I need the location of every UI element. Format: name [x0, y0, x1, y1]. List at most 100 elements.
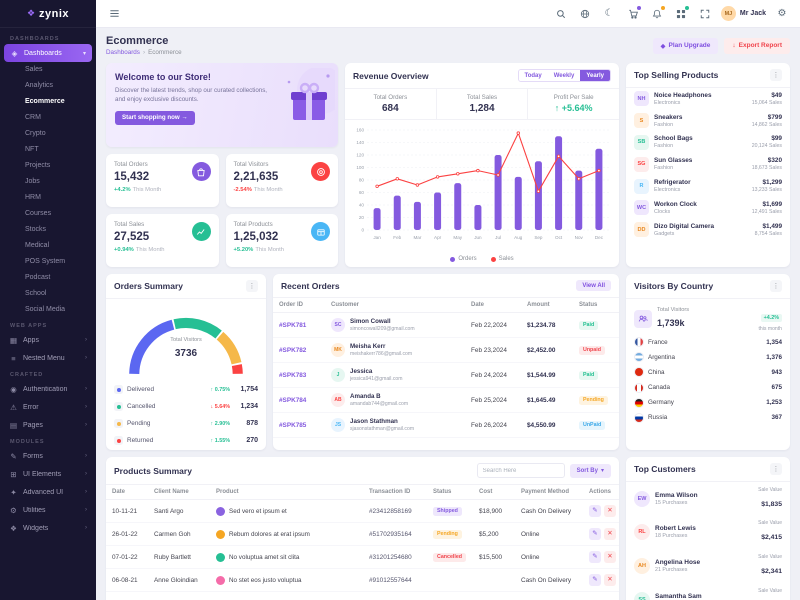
more-options-icon[interactable]: ⋮	[770, 280, 782, 292]
sidebar-subitem[interactable]: CRM	[0, 110, 96, 126]
sidebar-item[interactable]: ◉ Authentication ›	[0, 380, 96, 398]
start-shopping-button[interactable]: Start shopping now →	[115, 110, 195, 125]
sidebar-subitem[interactable]: HRM	[0, 190, 96, 206]
sidebar-subitem[interactable]: Sales	[0, 62, 96, 78]
range-tab[interactable]: Yearly	[580, 70, 610, 81]
more-options-icon[interactable]: ⋮	[246, 280, 258, 292]
customer-list-item[interactable]: AH Angelina Hose 21 Purchases Sale Value…	[626, 549, 790, 583]
table-row[interactable]: 26-01-22 Carmen Goh Rebum dolores at era…	[106, 522, 619, 546]
order-id-link[interactable]: #SPK784	[279, 396, 307, 404]
customer-list-item[interactable]: EW Emma Wilson 15 Purchases Sale Value $…	[626, 482, 790, 516]
product-list-item[interactable]: SB School Bags Fashion $99 20,124 Sales	[626, 132, 790, 154]
status-badge: Pending	[433, 529, 462, 539]
breadcrumb-root[interactable]: Dashboards	[106, 49, 140, 56]
sidebar-subitem[interactable]: Ecommerce	[0, 94, 96, 110]
language-icon[interactable]	[577, 6, 593, 22]
order-date: Feb 23,2024	[465, 337, 521, 363]
product-sales: 15,064 Sales	[751, 99, 782, 106]
edit-icon[interactable]: ✎	[589, 505, 601, 517]
sidebar-item[interactable]: ⊞ UI Elements ›	[0, 465, 96, 483]
sidebar-subitem[interactable]: POS System	[0, 254, 96, 270]
product-list-item[interactable]: SG Sun Glasses Fashion $320 18,673 Sales	[626, 153, 790, 175]
sidebar-subitem[interactable]: Projects	[0, 158, 96, 174]
sidebar-item-dashboards[interactable]: ◈ Dashboards ▾	[4, 44, 92, 62]
cart-icon[interactable]	[625, 5, 641, 22]
customer-email: simoncowall209@gmail.com	[350, 326, 415, 332]
sidebar-subitem[interactable]: NFT	[0, 142, 96, 158]
sidebar-subitem[interactable]: Analytics	[0, 78, 96, 94]
sidebar-subitem[interactable]: Crypto	[0, 126, 96, 142]
delete-icon[interactable]: ✕	[604, 551, 616, 563]
delete-icon[interactable]: ✕	[604, 528, 616, 540]
sidebar-subitem[interactable]: School	[0, 286, 96, 302]
edit-icon[interactable]: ✎	[589, 551, 601, 563]
notifications-icon[interactable]	[649, 5, 665, 22]
order-id-link[interactable]: #SPK781	[279, 321, 307, 329]
menu-toggle-icon[interactable]	[106, 6, 122, 22]
customer-list-item[interactable]: RL Robert Lewis 18 Purchases Sale Value …	[626, 516, 790, 550]
order-id-link[interactable]: #SPK783	[279, 371, 307, 379]
fullscreen-icon[interactable]	[697, 6, 713, 22]
edit-icon[interactable]: ✎	[589, 574, 601, 586]
sidebar-item[interactable]: ✎ Forms ›	[0, 447, 96, 465]
customer-list-item[interactable]: SS Samantha Sam 24 Purchases Sale Value …	[626, 583, 790, 600]
table-row[interactable]: #SPK781 SC Simon Cowall simoncowall209@g…	[273, 312, 619, 338]
sidebar-item[interactable]: ≡ Nested Menu ›	[0, 349, 96, 367]
sidebar-item[interactable]: ▤ Pages ›	[0, 416, 96, 434]
table-row[interactable]: #SPK784 AB Amanda B amandab744@gmail.com	[273, 387, 619, 413]
view-all-button[interactable]: View All	[576, 280, 611, 291]
svg-text:80: 80	[359, 178, 365, 183]
product-list-item[interactable]: DD Dizo Digital Camera Gadgets $1,499 8,…	[626, 219, 790, 241]
sidebar-subitem[interactable]: Courses	[0, 206, 96, 222]
order-id-link[interactable]: #SPK785	[279, 421, 307, 429]
sidebar-subitem[interactable]: Social Media	[0, 302, 96, 318]
search-input[interactable]	[476, 463, 565, 478]
table-row[interactable]: 06-08-21 Anne Gloindian No stet eos just…	[106, 568, 619, 592]
range-tab[interactable]: Today	[518, 70, 548, 81]
sidebar-subitem[interactable]: Stocks	[0, 222, 96, 238]
sidebar-subitem[interactable]: Medical	[0, 238, 96, 254]
table-row[interactable]: #SPK782 MK Meisha Kerr meishakerr786@gma…	[273, 337, 619, 363]
product-list-item[interactable]: NH Noice Headphones Electronics $49 15,0…	[626, 88, 790, 110]
stat-change: -2.54%	[233, 187, 252, 193]
plan-upgrade-button[interactable]: ◆ Plan Upgrade	[652, 37, 719, 54]
product-list-item[interactable]: WC Workon Clock Clocks $1,699 12,491 Sal…	[626, 197, 790, 219]
edit-icon[interactable]: ✎	[589, 528, 601, 540]
sidebar-item[interactable]: ❖ Widgets ›	[0, 519, 96, 537]
orders-legend-dot	[450, 256, 456, 262]
delete-icon[interactable]: ✕	[604, 505, 616, 517]
table-row[interactable]: 10-11-21 Santi Argo Sed vero et ipsum et…	[106, 499, 619, 523]
apps-grid-icon[interactable]	[673, 5, 689, 22]
product-list-item[interactable]: R Refrigerator Electronics $1,299 13,233…	[626, 175, 790, 197]
customer-avatar: EW	[634, 490, 650, 507]
app-logo[interactable]: ❖ zynix	[0, 0, 96, 28]
dark-mode-icon[interactable]: ☾	[601, 6, 617, 22]
sidebar-subitem[interactable]: Podcast	[0, 270, 96, 286]
range-tab[interactable]: Weekly	[547, 70, 581, 81]
stat-change: +4.2%	[114, 187, 131, 193]
table-row[interactable]: 07-01-22 Ruby Bartlett No voluptua amet …	[106, 545, 619, 569]
sidebar-item[interactable]: ⚙ Utilities ›	[0, 501, 96, 519]
settings-icon[interactable]: ⚙	[774, 6, 790, 22]
svg-text:160: 160	[356, 128, 364, 133]
sidebar-subitem[interactable]: Jobs	[0, 174, 96, 190]
order-id-link[interactable]: #SPK782	[279, 346, 307, 354]
more-options-icon[interactable]: ⋮	[770, 463, 782, 475]
order-amount: $4,550.99	[527, 421, 556, 429]
svg-text:100: 100	[356, 165, 364, 170]
sidebar-item[interactable]: ✦ Advanced UI ›	[0, 483, 96, 501]
product-sales: 8,754 Sales	[754, 230, 782, 237]
sidebar-item[interactable]: ▦ Apps ›	[0, 331, 96, 349]
sidebar-item[interactable]: ⚠ Error ›	[0, 398, 96, 416]
card-title: Top Customers	[634, 464, 696, 474]
export-report-button[interactable]: ↓ Export Report	[724, 37, 790, 54]
product-list-item[interactable]: S Sneakers Fashion $799 14,862 Sales	[626, 110, 790, 132]
sort-by-button[interactable]: Sort By ▾	[569, 463, 611, 478]
table-row[interactable]: #SPK783 J Jessica jessica941@gmail.com	[273, 362, 619, 388]
search-icon[interactable]	[553, 6, 569, 22]
table-row[interactable]: #SPK785 JS Jason Stathman sjasonstathman…	[273, 412, 619, 438]
delete-icon[interactable]: ✕	[604, 574, 616, 586]
product-cost: $15,500	[473, 545, 515, 569]
more-options-icon[interactable]: ⋮	[770, 69, 782, 81]
user-menu[interactable]: MJ Mr Jack	[720, 6, 766, 21]
